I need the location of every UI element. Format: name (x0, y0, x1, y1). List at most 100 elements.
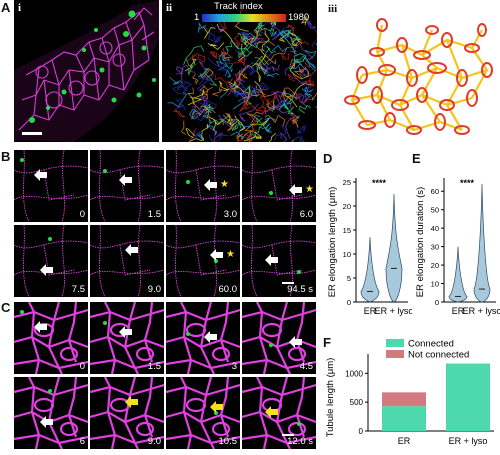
y-tick-label: 5 (347, 274, 351, 283)
track-line (305, 19, 316, 30)
legend-swatch (386, 350, 404, 358)
arrow-icon (119, 174, 132, 186)
track-line (227, 118, 239, 127)
track-line (281, 87, 296, 98)
timelapse-frame: 1.5 (90, 150, 164, 222)
arrow-icon (204, 331, 217, 343)
frame-image (90, 302, 164, 374)
track-line (280, 131, 288, 142)
track-line (212, 35, 222, 46)
timelapse-frame: 0 (14, 302, 88, 374)
lysosome-dot (269, 191, 273, 195)
star-icon: ★ (305, 184, 314, 195)
network-graph (344, 18, 493, 135)
track-line (176, 82, 188, 91)
track-line (315, 106, 317, 109)
track-line (304, 57, 311, 69)
y-tick-label: 60 (431, 187, 439, 196)
track-line (188, 128, 197, 142)
x-tick-label: ER + lyso (375, 306, 412, 316)
track-line (263, 44, 273, 58)
track-line (184, 58, 197, 72)
track-line (225, 39, 237, 52)
track-line (264, 123, 272, 134)
frame-image (242, 302, 316, 374)
frame-image (90, 225, 164, 297)
track-line (285, 113, 296, 139)
colorbar (202, 14, 286, 22)
frame-image: ★ (166, 225, 240, 297)
lysosome-dot (103, 321, 107, 325)
track-line (301, 86, 314, 93)
lysosome-dot (48, 237, 52, 241)
panel-label-d: D (323, 151, 333, 166)
track-line (214, 74, 235, 93)
track-line (304, 91, 313, 103)
frame-image (166, 302, 240, 374)
track-line (256, 116, 272, 133)
frame-time-label: 9.0 (147, 284, 161, 295)
track-line (243, 136, 261, 142)
y-tick-label: 40 (431, 224, 439, 233)
track-line (293, 67, 306, 76)
arrow-icon (125, 244, 138, 256)
track-line (246, 133, 256, 142)
track-line (300, 39, 310, 45)
colorbar-min: 1 (194, 12, 200, 23)
track-line (224, 61, 234, 72)
track-line (246, 129, 258, 142)
track-line (204, 25, 216, 43)
track-line (238, 70, 248, 79)
lysosome-dot (297, 422, 301, 426)
track-line (201, 68, 214, 79)
legend-swatch (386, 339, 404, 347)
chart-f-tubule-length: 0 500 1000 Tubule length (μm) ER ER + lyso Con… (325, 339, 494, 446)
track-line (240, 33, 245, 44)
track-line (192, 106, 205, 115)
lysosome-dot (103, 169, 107, 173)
track-line (198, 70, 215, 86)
track-line (254, 131, 262, 140)
track-line (209, 50, 218, 60)
track-line (175, 66, 184, 83)
track-line (281, 53, 290, 60)
arrow-icon (289, 184, 302, 196)
y-axis-label: ER elongation duration (s) (415, 187, 426, 297)
track-line (290, 48, 298, 55)
track-line (283, 100, 295, 115)
legend-label: Not connected (408, 350, 469, 361)
bar-segment (382, 392, 426, 407)
track-line (292, 57, 306, 64)
frame-time-label: 3 (231, 361, 237, 372)
track-line (191, 89, 205, 105)
track-line (255, 98, 274, 113)
track-line (253, 24, 263, 36)
track-line (200, 105, 212, 114)
track-line (207, 57, 227, 71)
timelapse-frame: 1.5 (90, 302, 164, 374)
arrow-icon (34, 321, 47, 333)
track-line (253, 91, 267, 108)
track-line (211, 83, 223, 97)
track-line (241, 32, 260, 40)
arrow-icon (125, 396, 138, 408)
frame-image (14, 150, 88, 222)
arrow-icon (34, 169, 47, 181)
track-line (242, 34, 249, 41)
track-line (198, 21, 207, 33)
frame-image (14, 225, 88, 297)
track-line (260, 90, 279, 97)
x-tick-label: ER (452, 306, 465, 316)
track-line (292, 118, 299, 129)
colorbar-max: 1980 (288, 12, 310, 23)
track-line (216, 60, 228, 71)
track-line (191, 73, 199, 85)
track-line (186, 59, 194, 76)
violin-shape (473, 183, 491, 303)
frame-time-label: 1.5 (147, 209, 161, 220)
track-line (296, 125, 307, 134)
track-line (282, 89, 298, 102)
violin-shape (385, 193, 403, 303)
frame-image (90, 150, 164, 222)
track-line (254, 82, 270, 91)
